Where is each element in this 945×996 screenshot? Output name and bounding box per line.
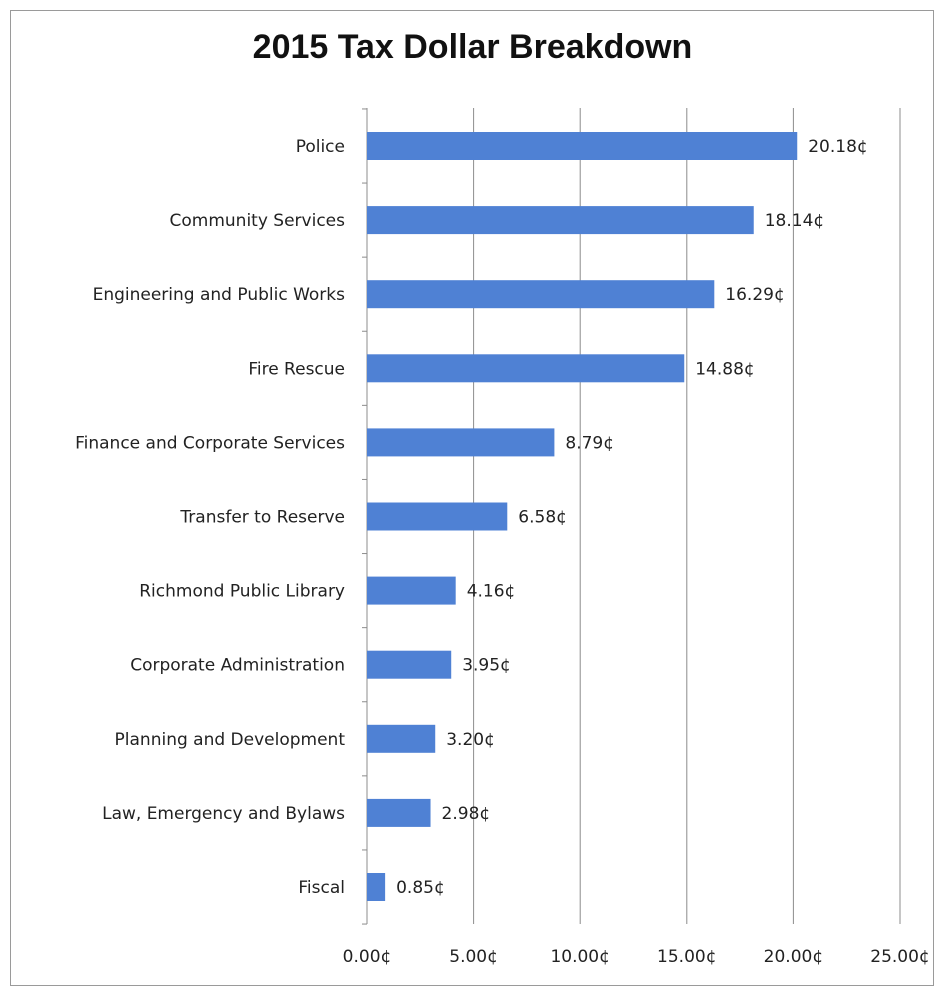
category-label-1: Community Services	[170, 211, 346, 231]
bar-1	[367, 206, 754, 235]
data-label-10: 0.85¢	[396, 878, 445, 898]
labels: Police 20.18¢ Community Services 18.14¢ Engi…	[75, 137, 930, 967]
category-label-7: Corporate Administration	[130, 656, 345, 676]
bar-7	[367, 650, 452, 679]
bar-8	[367, 724, 436, 753]
category-label-8: Planning and Development	[115, 730, 346, 750]
category-label-9: Law, Emergency and Bylaws	[102, 804, 345, 824]
category-label-2: Engineering and Public Works	[93, 285, 346, 305]
x-tick-label-5: 25.00¢	[870, 947, 929, 967]
data-label-3: 14.88¢	[695, 359, 754, 379]
bar-5	[367, 502, 508, 531]
bar-6	[367, 576, 456, 605]
data-label-8: 3.20¢	[446, 730, 495, 750]
x-tick-label-0: 0.00¢	[343, 947, 392, 967]
category-label-3: Fire Rescue	[248, 359, 345, 379]
bar-10	[367, 873, 386, 901]
bar-9	[367, 798, 431, 827]
data-label-7: 3.95¢	[462, 656, 511, 676]
chart-frame	[10, 10, 934, 986]
x-tick-label-1: 5.00¢	[449, 947, 498, 967]
data-label-0: 20.18¢	[808, 137, 867, 157]
category-label-10: Fiscal	[298, 878, 345, 898]
data-label-5: 6.58¢	[518, 508, 567, 528]
category-label-0: Police	[296, 137, 345, 157]
data-label-9: 2.98¢	[442, 804, 491, 824]
chart-title: 2015 Tax Dollar Breakdown	[252, 28, 693, 66]
category-label-5: Transfer to Reserve	[179, 508, 345, 528]
bar-0	[367, 132, 798, 160]
data-label-2: 16.29¢	[725, 285, 784, 305]
bar-2	[367, 280, 715, 309]
gridlines	[473, 108, 901, 924]
data-label-4: 8.79¢	[565, 433, 614, 453]
x-tick-label-3: 15.00¢	[657, 947, 716, 967]
bar-3	[367, 354, 685, 383]
x-tick-label-2: 10.00¢	[550, 947, 609, 967]
category-label-4: Finance and Corporate Services	[75, 433, 345, 453]
x-tick-label-4: 20.00¢	[764, 947, 823, 967]
data-label-6: 4.16¢	[467, 582, 516, 602]
y-axis	[362, 108, 368, 925]
data-label-1: 18.14¢	[765, 211, 824, 231]
category-label-6: Richmond Public Library	[139, 582, 345, 602]
bars	[367, 132, 798, 901]
bar-4	[367, 428, 555, 457]
